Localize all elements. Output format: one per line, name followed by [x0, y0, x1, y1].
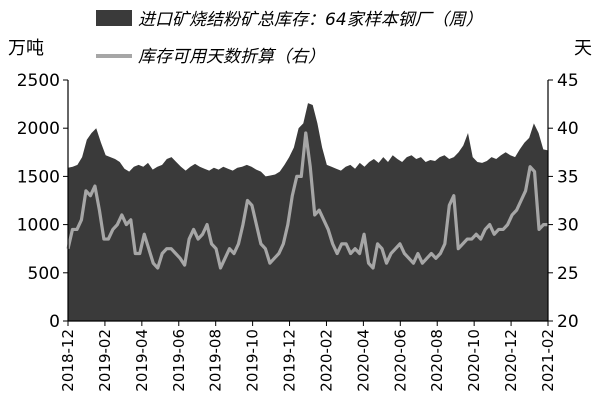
x-tick-label: 2019-06 — [170, 329, 188, 392]
axes-layer — [67, 80, 549, 322]
x-tick-label: 2021-02 — [539, 329, 557, 392]
x-tick-label: 2020-08 — [428, 329, 446, 392]
x-tick-label: 2020-10 — [465, 329, 483, 392]
x-tick-label: 2020-02 — [317, 329, 335, 392]
right-tick-label: 45 — [557, 71, 579, 91]
left-tick-label: 0 — [49, 312, 60, 332]
right-tick-label: 20 — [557, 312, 579, 332]
x-axis-ticks: 2018-12 2019-02 2019-04 2019-06 2019-08 2019-… — [59, 321, 557, 392]
left-tick-label: 1500 — [17, 167, 60, 187]
right-axis-ticks: 20 25 30 35 40 45 — [548, 71, 579, 332]
x-tick-label: 2020-06 — [391, 329, 409, 392]
days-line — [66, 131, 548, 270]
left-tick-label: 500 — [28, 264, 60, 284]
legend: 进口矿烧结粉矿总库存：64家样本钢厂（周） 库存可用天数折算（右） — [96, 10, 483, 67]
legend-label-days: 库存可用天数折算（右） — [138, 47, 325, 67]
right-tick-label: 25 — [557, 264, 579, 284]
left-tick-label: 2500 — [17, 71, 60, 91]
inventory-area — [68, 103, 548, 321]
x-tick-label: 2019-04 — [133, 329, 151, 392]
x-tick-label: 2018-12 — [59, 329, 77, 392]
left-tick-label: 2000 — [17, 119, 60, 139]
right-tick-label: 30 — [557, 216, 579, 236]
days-line-layer — [66, 131, 548, 270]
x-tick-label: 2020-04 — [354, 329, 372, 392]
right-tick-label: 40 — [557, 119, 579, 139]
x-tick-label: 2019-08 — [207, 329, 225, 392]
x-tick-label: 2019-02 — [96, 329, 114, 392]
x-tick-label: 2020-12 — [502, 329, 520, 392]
left-tick-label: 1000 — [17, 216, 60, 236]
legend-label-inventory: 进口矿烧结粉矿总库存：64家样本钢厂（周） — [138, 10, 483, 30]
left-axis-unit: 万吨 — [8, 38, 44, 59]
x-tick-label: 2019-10 — [244, 329, 262, 392]
legend-swatch-inventory — [96, 10, 132, 26]
right-axis-unit: 天 — [574, 38, 592, 59]
inventory-area-layer — [68, 103, 548, 321]
left-axis-ticks: 0 500 1000 1500 2000 2500 — [17, 71, 68, 332]
right-tick-label: 35 — [557, 167, 579, 187]
x-tick-label: 2019-12 — [281, 329, 299, 392]
